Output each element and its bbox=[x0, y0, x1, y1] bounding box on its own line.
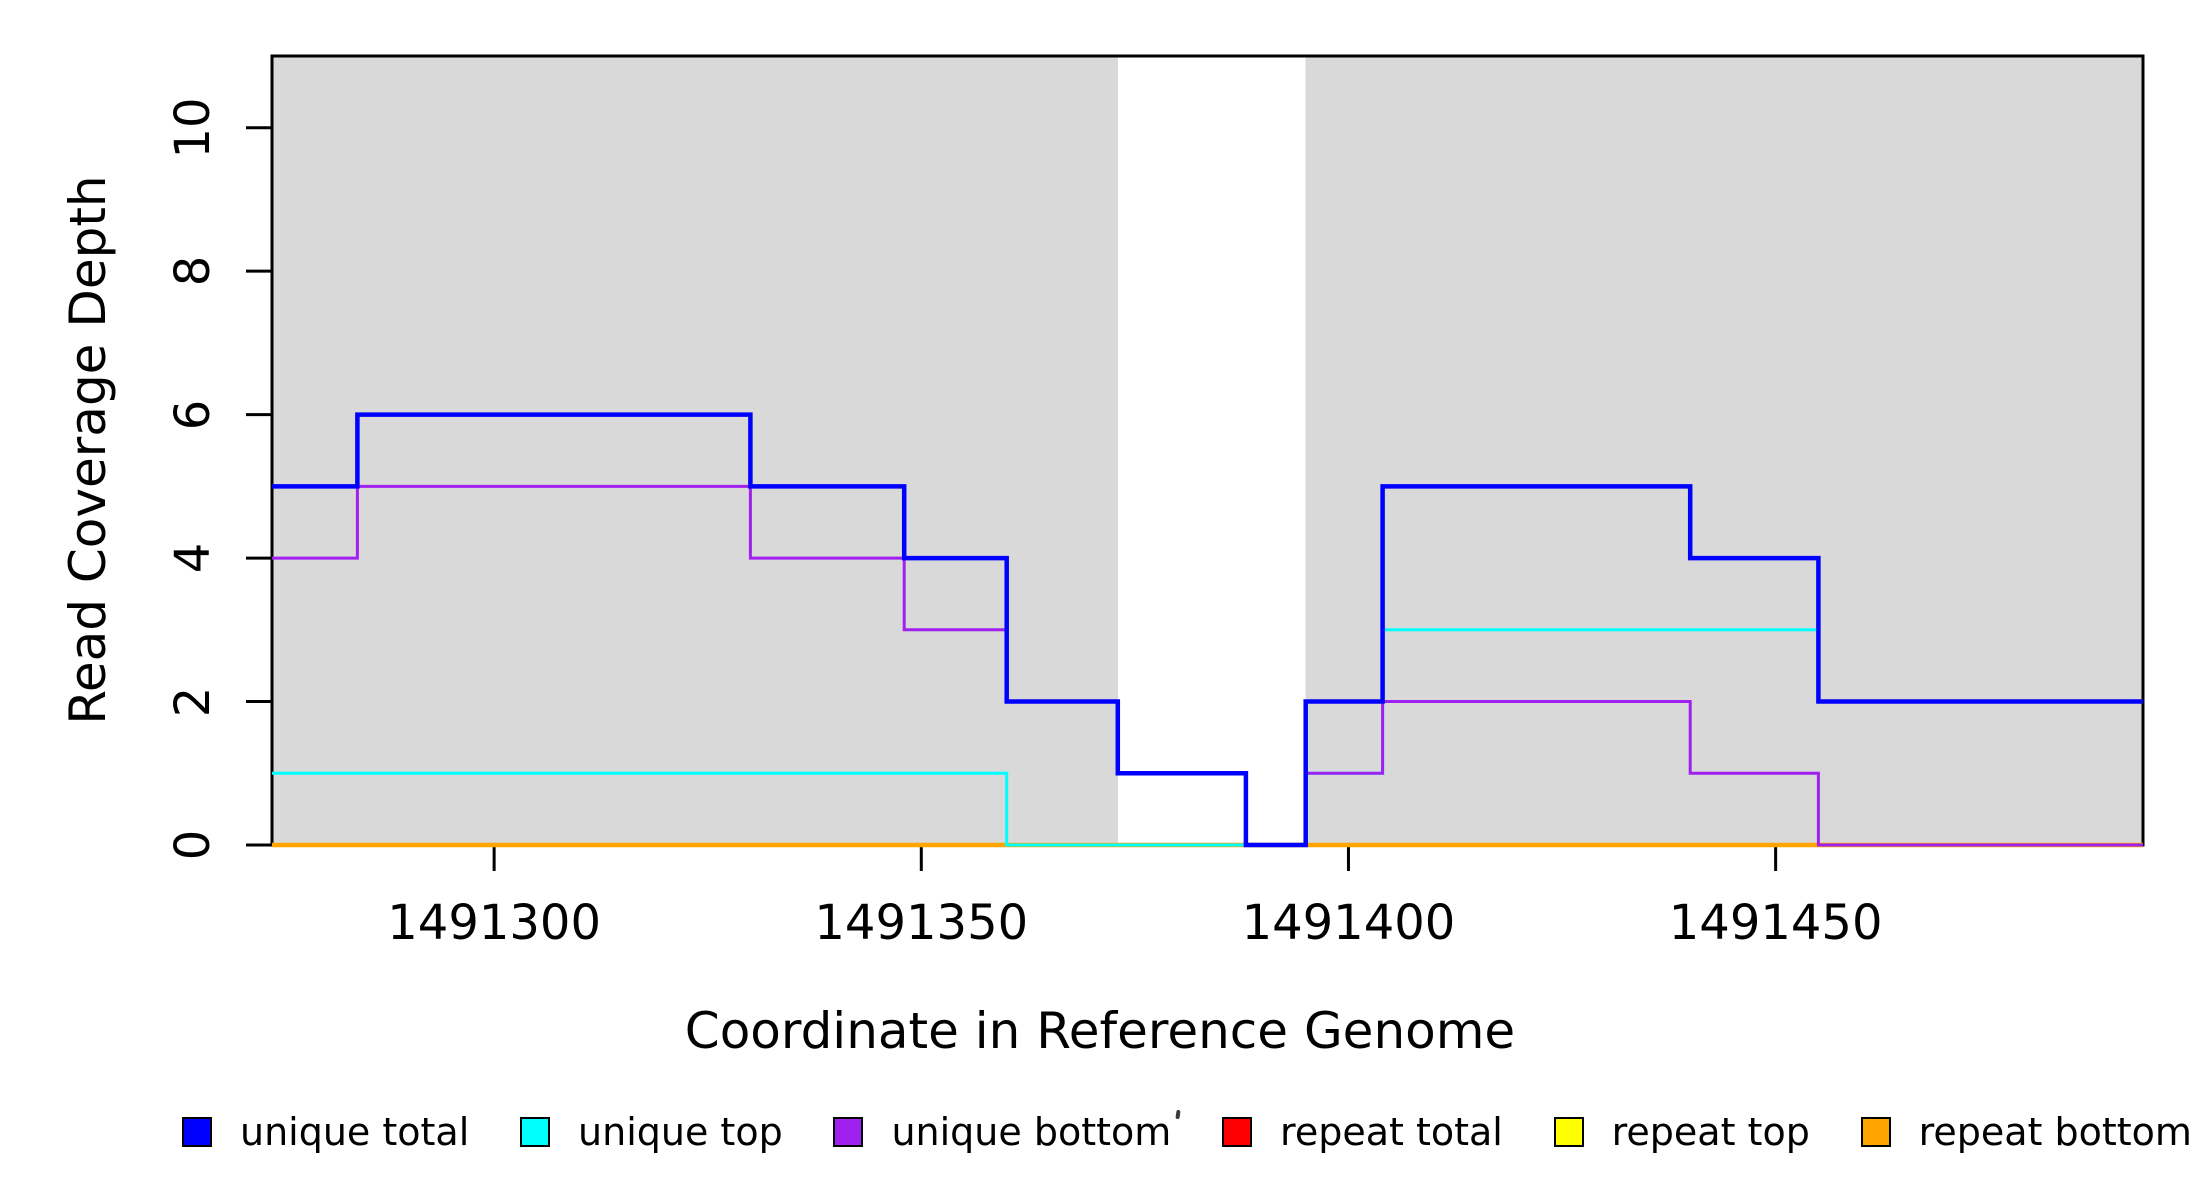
series-unique-total bbox=[272, 412, 2143, 848]
legend-label: repeat top bbox=[1611, 1110, 1810, 1154]
legend-swatch-icon bbox=[833, 1117, 864, 1147]
legend-label: unique top bbox=[578, 1110, 783, 1154]
x-tick-label: 1491400 bbox=[1241, 895, 1456, 951]
legend-item-repeat-top: repeat top bbox=[1553, 1110, 1810, 1154]
y-tick-label: 8 bbox=[165, 255, 221, 287]
legend-swatch-icon bbox=[1860, 1117, 1891, 1147]
legend-item-unique-total: unique total bbox=[182, 1113, 469, 1151]
legend-label: unique total bbox=[240, 1110, 470, 1154]
legend-swatch-icon bbox=[182, 1117, 212, 1147]
x-tick-label: 1491450 bbox=[1668, 895, 1883, 951]
y-tick-label: 10 bbox=[165, 97, 221, 159]
y-tick-label: 6 bbox=[165, 399, 221, 430]
legend-item-unique-top: unique top bbox=[520, 1113, 783, 1151]
legend-label: repeat total bbox=[1280, 1110, 1503, 1154]
legend-label: unique bottom bbox=[891, 1110, 1172, 1154]
x-axis-title: Coordinate in Reference Genome bbox=[684, 1002, 1516, 1060]
y-axis-title: Read Coverage Depth bbox=[59, 175, 117, 725]
legend-item-repeat-total: repeat total bbox=[1222, 1113, 1503, 1151]
legend-swatch-icon bbox=[520, 1117, 551, 1147]
legend-label: repeat bottom bbox=[1918, 1110, 2192, 1154]
x-tick-label: 1491350 bbox=[814, 895, 1029, 951]
y-tick-label: 0 bbox=[165, 829, 221, 861]
legend-swatch-icon bbox=[1222, 1117, 1253, 1147]
y-tick-label: 4 bbox=[165, 542, 221, 574]
y-tick-label: 2 bbox=[165, 686, 221, 717]
legend-swatch-icon bbox=[1553, 1117, 1584, 1147]
x-tick-label: 1491300 bbox=[387, 895, 602, 951]
legend-item-repeat-bottom: repeat bottom bbox=[1860, 1110, 2192, 1154]
legend-item-unique-bottom: unique bottom bbox=[833, 1113, 1171, 1151]
left-shaded-region bbox=[272, 56, 1118, 845]
right-shaded-region bbox=[1305, 56, 2143, 845]
legend: unique total unique top unique bottom repea… bbox=[182, 1104, 2192, 1160]
